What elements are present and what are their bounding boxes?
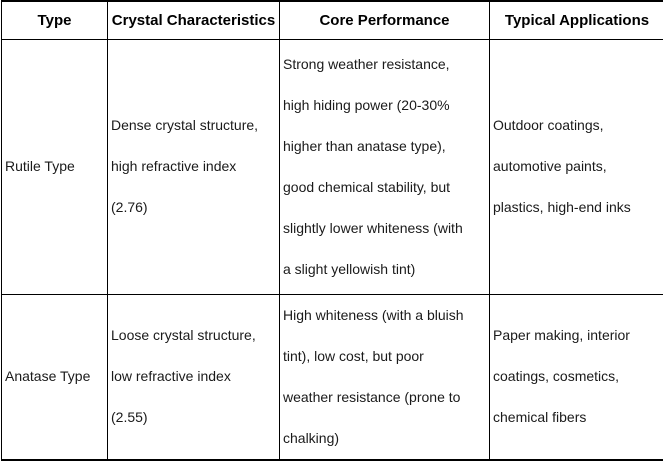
column-header-crystal-characteristics: Crystal Characteristics: [107, 0, 280, 40]
header-row: Type Crystal Characteristics Core Perfor…: [1, 0, 663, 40]
cell-rutile-crystal-characteristics: Dense crystal structure, high refractive…: [107, 38, 280, 295]
cell-anatase-core-performance: High whiteness (with a bluish tint), low…: [279, 293, 490, 460]
cell-rutile-type: Rutile Type: [1, 38, 108, 295]
column-header-core-performance: Core Performance: [279, 0, 490, 40]
table-row-rutile: Rutile Type Dense crystal structure, hig…: [1, 38, 663, 295]
table-row-anatase: Anatase Type Loose crystal structure, lo…: [1, 293, 663, 460]
column-header-typical-applications: Typical Applications: [489, 0, 663, 40]
cell-rutile-core-performance: Strong weather resistance, high hiding p…: [279, 38, 490, 295]
cell-anatase-type: Anatase Type: [1, 293, 108, 460]
column-header-type: Type: [1, 0, 108, 40]
cell-anatase-typical-applications: Paper making, interior coatings, cosmeti…: [489, 293, 663, 460]
cell-rutile-typical-applications: Outdoor coatings, automotive paints, pla…: [489, 38, 663, 295]
cell-anatase-crystal-characteristics: Loose crystal structure, low refractive …: [107, 293, 280, 460]
